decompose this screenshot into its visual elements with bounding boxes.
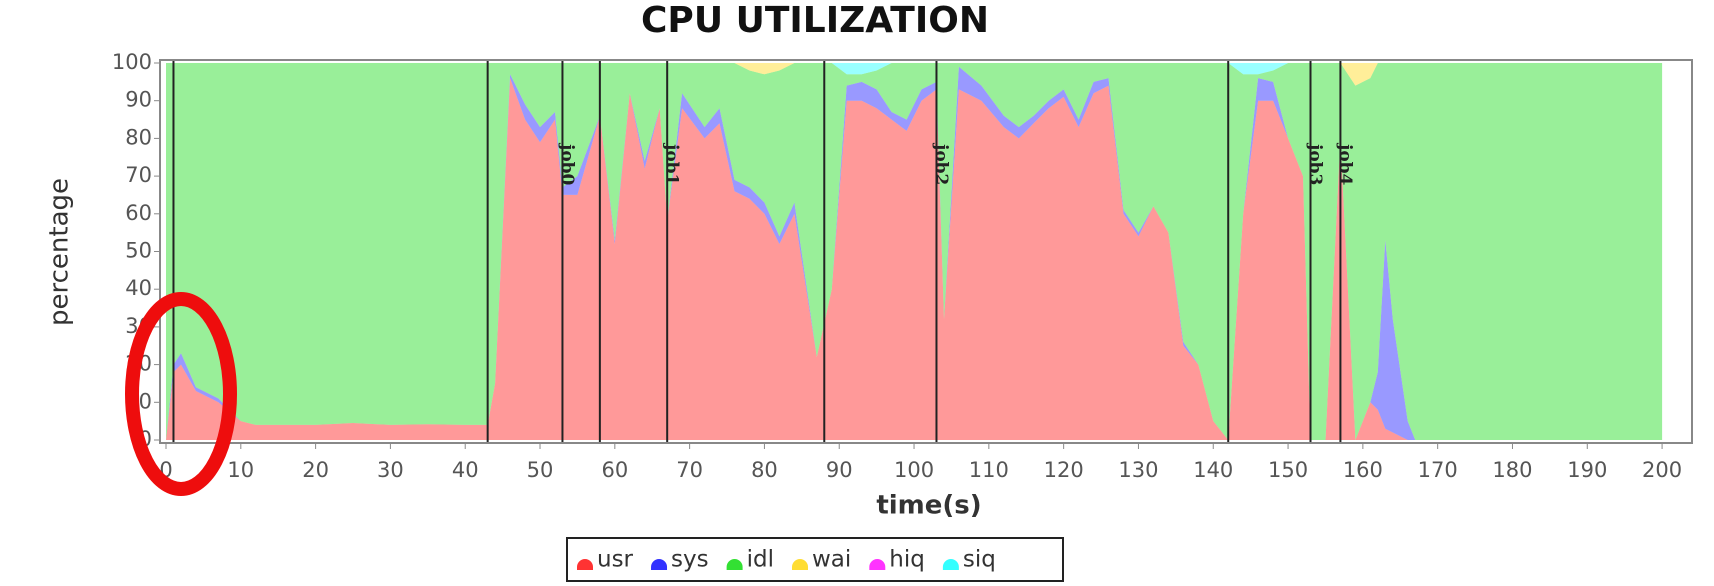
- legend-label: sys: [671, 547, 709, 573]
- y-axis-label: percentage: [45, 178, 75, 326]
- legend-marker: [651, 559, 668, 570]
- area: [166, 78, 1663, 440]
- y-tick-label: 70: [125, 163, 152, 187]
- x-tick-label: 90: [826, 458, 853, 482]
- x-tick-label: 40: [452, 458, 479, 482]
- event-label: job2: [931, 142, 951, 185]
- y-tick-label: 80: [125, 125, 152, 149]
- legend-label: idl: [747, 547, 774, 573]
- event-label: job3: [1305, 142, 1325, 185]
- x-tick-label: 180: [1492, 458, 1532, 482]
- legend: usr sys idl wai hiq siq: [577, 547, 996, 573]
- x-tick-label: 80: [751, 458, 778, 482]
- area: [166, 63, 1663, 440]
- x-tick-label: 20: [302, 458, 329, 482]
- legend-label: wai: [812, 547, 851, 573]
- x-tick-label: 120: [1044, 458, 1084, 482]
- x-tick-label: 110: [969, 458, 1009, 482]
- x-tick-label: 10: [227, 458, 254, 482]
- legend-label: usr: [597, 547, 634, 573]
- x-tick-label: 170: [1418, 458, 1458, 482]
- event-label: job0: [557, 142, 577, 185]
- x-tick-label: 160: [1343, 458, 1383, 482]
- x-tick-label: 30: [377, 458, 404, 482]
- x-axis-label: time(s): [876, 491, 981, 521]
- area: [166, 63, 1663, 86]
- event-label: job4: [1335, 142, 1355, 185]
- legend-box: [566, 537, 1064, 582]
- y-tick-label: 90: [125, 88, 152, 112]
- highlight-circle: [125, 292, 237, 496]
- x-tick-label: 200: [1642, 458, 1682, 482]
- legend-label: hiq: [889, 547, 925, 573]
- x-tick-label: 100: [894, 458, 934, 482]
- x-tick-label: 190: [1567, 458, 1607, 482]
- x-tick-label: 50: [527, 458, 554, 482]
- chart-title: CPU UTILIZATION: [641, 0, 989, 41]
- y-tick-label: 60: [125, 201, 152, 225]
- legend-marker: [942, 559, 959, 570]
- x-tick-label: 70: [676, 458, 703, 482]
- x-tick-label: 60: [601, 458, 628, 482]
- x-tick-label: 140: [1193, 458, 1233, 482]
- legend-marker: [726, 559, 743, 570]
- y-tick-label: 100: [112, 50, 152, 74]
- y-tick-label: 50: [125, 239, 152, 263]
- legend-label: siq: [963, 547, 996, 573]
- legend-marker: [869, 559, 886, 570]
- x-tick-label: 150: [1268, 458, 1308, 482]
- event-label: job1: [662, 142, 682, 185]
- legend-marker: [577, 559, 593, 570]
- y-tick-label: 40: [125, 276, 152, 300]
- legend-marker: [792, 559, 808, 570]
- x-tick-label: 130: [1118, 458, 1158, 482]
